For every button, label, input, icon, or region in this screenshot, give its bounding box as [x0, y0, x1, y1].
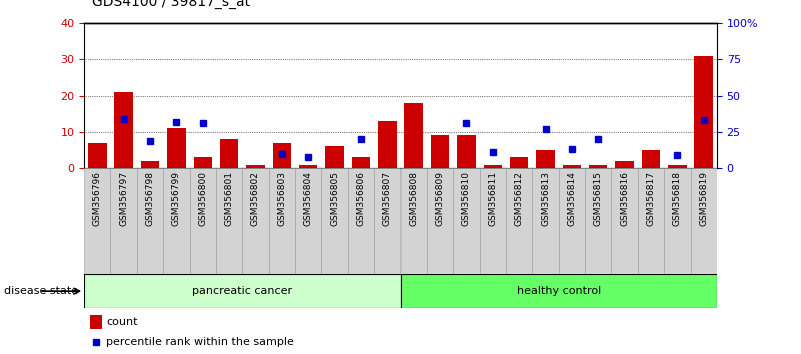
Bar — [664, 168, 690, 274]
Bar — [642, 150, 660, 168]
Text: GSM356805: GSM356805 — [330, 171, 339, 226]
Bar — [694, 56, 713, 168]
Text: GSM356810: GSM356810 — [462, 171, 471, 226]
Text: GSM356800: GSM356800 — [199, 171, 207, 226]
Text: pancreatic cancer: pancreatic cancer — [192, 286, 292, 296]
Bar — [405, 103, 423, 168]
Bar — [84, 168, 111, 274]
Text: GSM356804: GSM356804 — [304, 171, 312, 226]
Bar — [268, 168, 295, 274]
Bar — [141, 161, 159, 168]
Bar — [137, 168, 163, 274]
Bar — [510, 157, 529, 168]
Bar — [533, 168, 559, 274]
Bar — [400, 168, 427, 274]
Bar — [295, 168, 321, 274]
Bar — [352, 157, 370, 168]
Bar — [427, 168, 453, 274]
Text: GSM356813: GSM356813 — [541, 171, 550, 226]
Bar — [690, 168, 717, 274]
Bar — [668, 165, 686, 168]
Text: GSM356799: GSM356799 — [172, 171, 181, 226]
Bar — [190, 168, 216, 274]
Bar — [400, 274, 717, 308]
Bar — [484, 165, 502, 168]
Text: GSM356803: GSM356803 — [277, 171, 286, 226]
Bar — [562, 165, 581, 168]
Bar — [457, 136, 476, 168]
Text: GSM356818: GSM356818 — [673, 171, 682, 226]
Text: disease state: disease state — [4, 286, 78, 296]
Text: GSM356815: GSM356815 — [594, 171, 602, 226]
Bar — [242, 168, 268, 274]
Bar — [216, 168, 242, 274]
Bar — [88, 143, 107, 168]
Bar — [615, 161, 634, 168]
Bar — [589, 165, 607, 168]
Text: percentile rank within the sample: percentile rank within the sample — [107, 337, 294, 348]
Text: count: count — [107, 317, 138, 327]
Text: GSM356812: GSM356812 — [515, 171, 524, 226]
Bar — [299, 165, 317, 168]
Text: GSM356809: GSM356809 — [436, 171, 445, 226]
Bar — [111, 168, 137, 274]
Text: GSM356807: GSM356807 — [383, 171, 392, 226]
Text: GSM356808: GSM356808 — [409, 171, 418, 226]
Bar — [537, 150, 555, 168]
Bar — [246, 165, 264, 168]
Text: healthy control: healthy control — [517, 286, 601, 296]
Bar — [91, 315, 102, 329]
Bar — [84, 274, 401, 308]
Bar — [194, 157, 212, 168]
Bar — [506, 168, 533, 274]
Bar — [453, 168, 480, 274]
Text: GSM356801: GSM356801 — [224, 171, 234, 226]
Bar — [167, 128, 186, 168]
Bar — [431, 136, 449, 168]
Bar — [374, 168, 400, 274]
Text: GSM356796: GSM356796 — [93, 171, 102, 226]
Bar — [272, 143, 291, 168]
Bar — [611, 168, 638, 274]
Bar — [559, 168, 585, 274]
Bar — [348, 168, 374, 274]
Bar — [220, 139, 239, 168]
Text: GSM356798: GSM356798 — [146, 171, 155, 226]
Text: GSM356817: GSM356817 — [646, 171, 655, 226]
Text: GSM356806: GSM356806 — [356, 171, 365, 226]
Bar — [378, 121, 396, 168]
Bar — [585, 168, 611, 274]
Text: GDS4100 / 39817_s_at: GDS4100 / 39817_s_at — [92, 0, 250, 9]
Text: GSM356814: GSM356814 — [567, 171, 577, 226]
Text: GSM356811: GSM356811 — [489, 171, 497, 226]
Bar — [163, 168, 190, 274]
Bar — [115, 92, 133, 168]
Text: GSM356819: GSM356819 — [699, 171, 708, 226]
Bar — [325, 147, 344, 168]
Text: GSM356802: GSM356802 — [251, 171, 260, 226]
Text: GSM356797: GSM356797 — [119, 171, 128, 226]
Bar — [321, 168, 348, 274]
Bar — [480, 168, 506, 274]
Bar — [638, 168, 664, 274]
Text: GSM356816: GSM356816 — [620, 171, 629, 226]
